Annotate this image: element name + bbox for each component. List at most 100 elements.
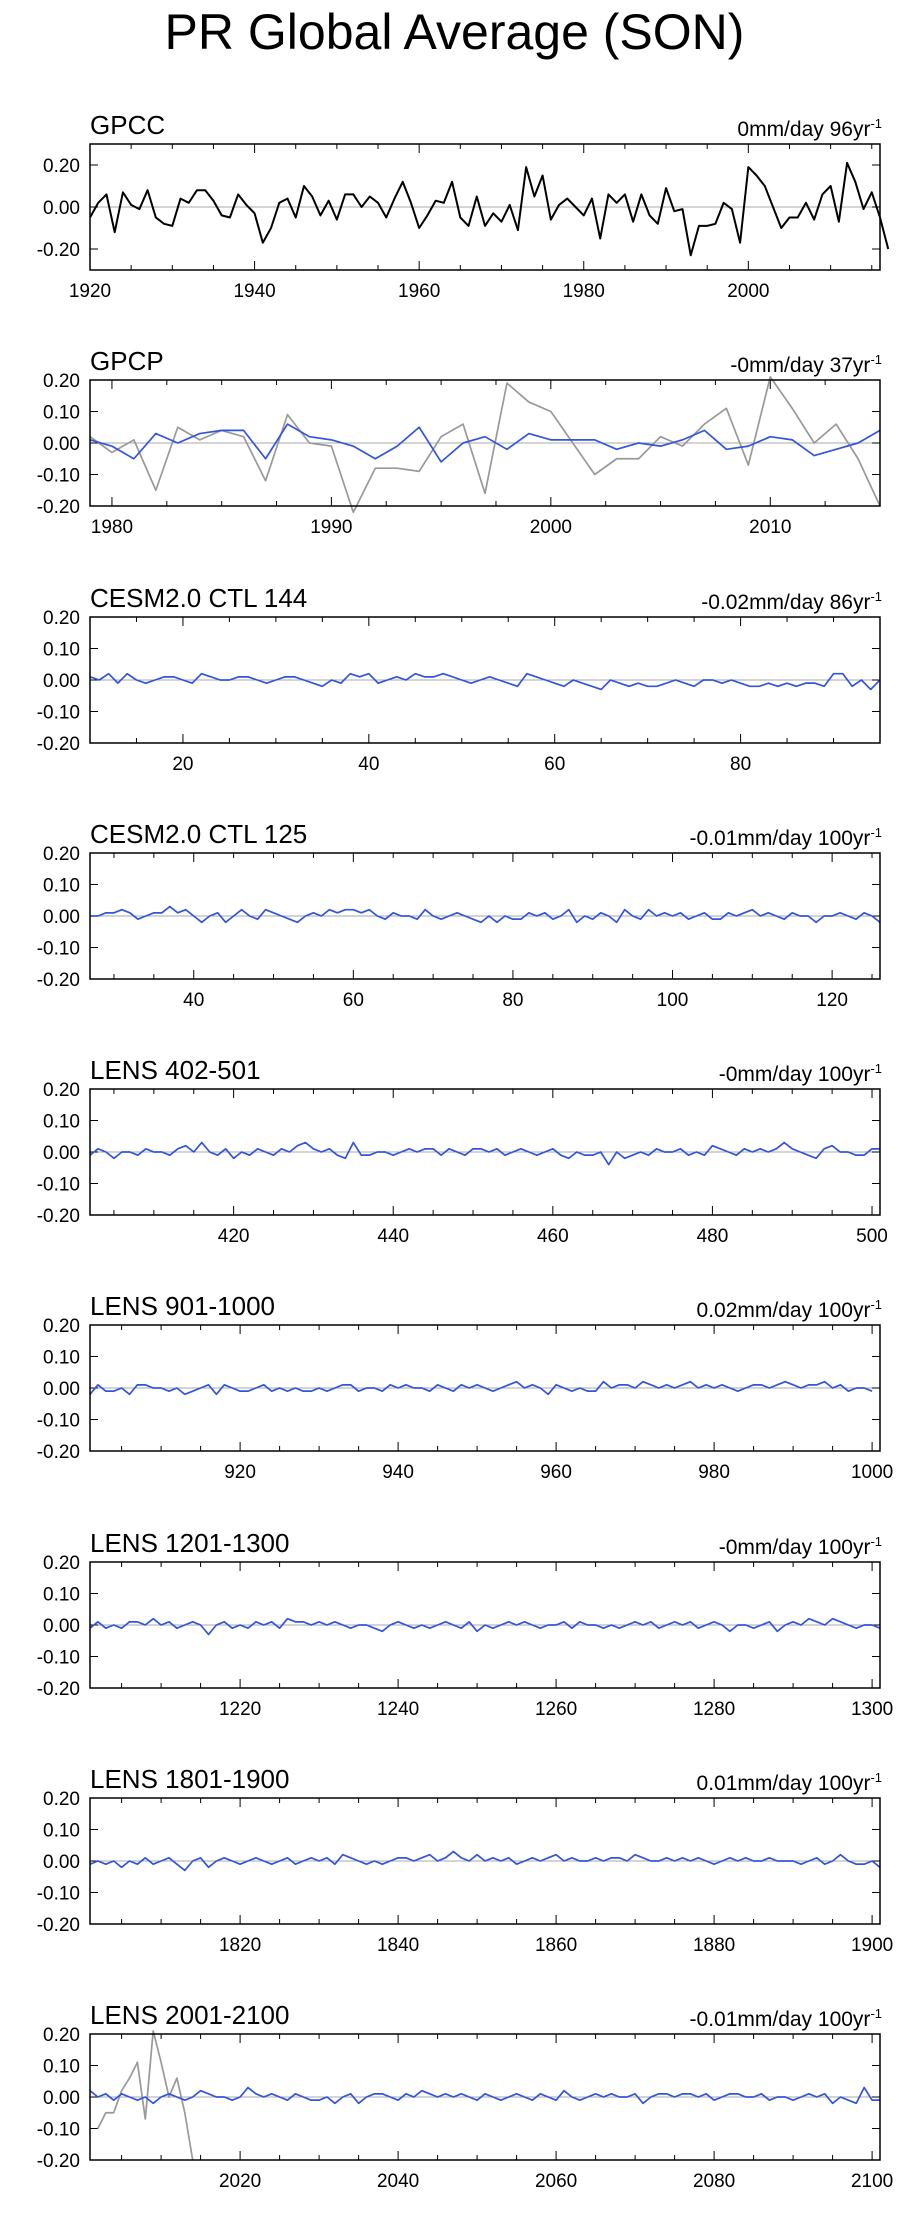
reference-series-line [97, 2029, 194, 2161]
x-tick-label: 480 [697, 1226, 729, 1247]
x-tick-label: 420 [218, 1226, 250, 1247]
panel-trend-label: -0.01mm/day 100yr-1 [690, 819, 882, 853]
y-tick-label: 0.20 [43, 1316, 80, 1337]
panel-trend-label: -0.02mm/day 86yr-1 [701, 583, 882, 617]
y-tick-label: -0.10 [37, 466, 80, 487]
plot-panel: 1920 1940 1960 1980 2000 0.20 0.00 -0.20 [37, 143, 890, 302]
y-tick-label: 0.20 [43, 1553, 80, 1574]
x-tick-label: 1940 [233, 281, 275, 302]
y-tick-label: -0.10 [37, 1411, 80, 1432]
plot-panel: 1820 1840 1860 1880 1900 0.20 0.10 0.00 -0.10 -0.… [37, 1789, 894, 1956]
x-tick-label: 960 [540, 1462, 572, 1483]
plot-frame [89, 852, 881, 980]
y-tick-label: -0.20 [37, 240, 80, 261]
x-tick-label: 1980 [91, 517, 133, 538]
plot-panel: 40 60 80 100 120 0.20 0.10 0.00 -0.10 -0.20 [37, 844, 881, 1011]
x-tick-label: 440 [377, 1226, 409, 1247]
panel-trend-label: 0.02mm/day 100yr-1 [697, 1291, 882, 1325]
trend-exponent: -1 [870, 1770, 882, 1785]
panel-trend-label: 0.01mm/day 100yr-1 [697, 1764, 882, 1798]
panel-trend-label: -0mm/day 100yr-1 [719, 1528, 882, 1562]
model-series-line [89, 1141, 880, 1166]
y-tick-label: 0.10 [43, 403, 80, 424]
x-tick-label: 60 [343, 990, 364, 1011]
panel-title: LENS 402-501 [90, 1055, 261, 1085]
x-tick-label: 2010 [749, 517, 791, 538]
y-tick-label: 0.10 [43, 1348, 80, 1369]
y-tick-label: 0.20 [43, 156, 80, 177]
trend-text: -0mm/day 37yr [730, 354, 871, 377]
y-tick-label: 0.00 [43, 671, 80, 692]
model-series-line [89, 2086, 880, 2105]
x-tick-label: 2000 [727, 281, 769, 302]
panel-trend-label: -0mm/day 100yr-1 [719, 1055, 882, 1089]
y-tick-label: 0.20 [43, 2025, 80, 2046]
panel-trend-label: -0.01mm/day 100yr-1 [690, 2000, 882, 2034]
x-tick-label: 1920 [69, 281, 111, 302]
y-tick-label: 0.10 [43, 640, 80, 661]
x-tick-label: 1300 [851, 1699, 893, 1720]
trend-exponent: -1 [870, 2006, 882, 2021]
y-tick-label: 0.00 [43, 1616, 80, 1637]
y-tick-label: -0.10 [37, 1884, 80, 1905]
plot-frame [89, 1324, 881, 1452]
y-tick-label: -0.10 [37, 1175, 80, 1196]
panel-title: GPCP [90, 346, 164, 376]
trend-text: -0.01mm/day 100yr [689, 827, 871, 850]
trend-exponent: -1 [870, 825, 882, 840]
panel-title: LENS 1201-1300 [90, 1528, 290, 1558]
y-tick-label: 0.00 [43, 198, 80, 219]
y-tick-label: -0.20 [37, 1915, 80, 1936]
y-tick-label: 0.00 [43, 2088, 80, 2109]
panel-trend-label: -0mm/day 37yr-1 [730, 346, 882, 380]
x-tick-label: 1240 [377, 1699, 419, 1720]
trend-exponent: -1 [870, 589, 882, 604]
plot-frame [89, 143, 881, 271]
trend-exponent: -1 [870, 352, 882, 367]
panel-title: CESM2.0 CTL 125 [90, 819, 308, 849]
x-tick-label: 1860 [535, 1935, 577, 1956]
x-tick-label: 80 [502, 990, 523, 1011]
y-tick-label: 0.20 [43, 371, 80, 392]
x-tick-label: 1900 [851, 1935, 893, 1956]
plot-panel: 420 440 460 480 500 0.20 0.10 0.00 -0.10 -0.20 [37, 1080, 888, 1247]
y-tick-label: 0.00 [43, 1143, 80, 1164]
plot-frame [89, 1088, 881, 1216]
plot-panel: 920 940 960 980 1000 0.20 0.10 0.00 -0.10 -0.20 [37, 1316, 894, 1483]
trend-exponent: -1 [870, 1534, 882, 1549]
y-tick-label: -0.20 [37, 1206, 80, 1227]
trend-text: 0.01mm/day 100yr [696, 1772, 871, 1795]
y-tick-label: 0.20 [43, 1789, 80, 1810]
trend-text: -0mm/day 100yr [718, 1536, 871, 1559]
y-tick-label: 0.00 [43, 1852, 80, 1873]
x-tick-label: 1220 [219, 1699, 261, 1720]
model-series-line [89, 1380, 873, 1396]
y-tick-label: -0.10 [37, 1648, 80, 1669]
x-tick-label: 940 [382, 1462, 414, 1483]
y-tick-label: -0.10 [37, 2120, 80, 2141]
main-title: PR Global Average (SON) [164, 4, 745, 60]
y-tick-label: -0.20 [37, 970, 80, 991]
plot-panel: 1220 1240 1260 1280 1300 0.20 0.10 0.00 -0.10 -0.… [37, 1553, 894, 1720]
x-tick-label: 1000 [851, 1462, 893, 1483]
y-tick-label: 0.20 [43, 608, 80, 629]
model-series-line [90, 905, 881, 924]
x-tick-label: 1280 [693, 1699, 735, 1720]
trend-text: -0mm/day 100yr [718, 1063, 871, 1086]
x-tick-label: 500 [856, 1226, 888, 1247]
model-series-line [89, 1617, 881, 1636]
plot-frame [89, 379, 881, 507]
x-tick-label: 80 [730, 754, 751, 775]
y-tick-label: -0.20 [37, 734, 80, 755]
y-tick-label: 0.10 [43, 1112, 80, 1133]
trend-text: 0mm/day 96yr [737, 118, 871, 141]
x-tick-label: 120 [816, 990, 848, 1011]
plot-frame [89, 2033, 881, 2161]
model-series-line [89, 672, 881, 691]
panel-title: LENS 1801-1900 [90, 1764, 290, 1794]
y-tick-label: 0.20 [43, 1080, 80, 1101]
trend-text: -0.01mm/day 100yr [689, 2008, 871, 2031]
plot-frame [89, 616, 881, 744]
x-tick-label: 2060 [535, 2171, 577, 2192]
